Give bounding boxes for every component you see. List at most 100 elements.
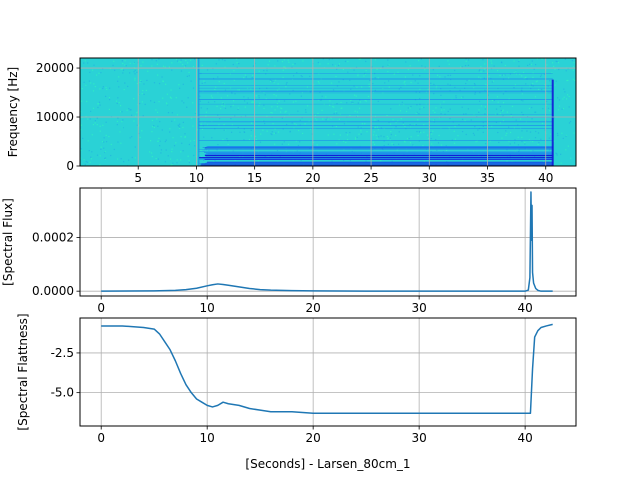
spectrogram-cell bbox=[88, 149, 90, 152]
spectrogram-cell bbox=[86, 161, 89, 163]
spectrogram-cell bbox=[133, 98, 135, 100]
spectrogram-cell bbox=[134, 69, 136, 71]
spectrogram-cell bbox=[417, 82, 419, 84]
spectrogram-cell bbox=[490, 68, 493, 70]
spectrogram-cell bbox=[438, 134, 440, 137]
spectrogram-cell bbox=[338, 139, 340, 141]
spectrogram-cell bbox=[484, 113, 486, 115]
spectrogram-cell bbox=[504, 74, 506, 76]
spectrogram-cell bbox=[405, 61, 407, 63]
spectrogram-cell bbox=[289, 93, 291, 95]
spectrogram-cell bbox=[357, 73, 359, 75]
spectrogram-cell bbox=[440, 88, 442, 90]
spectrogram-cell bbox=[97, 103, 99, 105]
spectrogram-cell bbox=[142, 61, 144, 63]
spectrogram-cell bbox=[299, 119, 301, 121]
spectrogram-cell bbox=[463, 113, 465, 115]
spectrogram-cell bbox=[219, 117, 221, 120]
spectrogram-cell bbox=[389, 137, 391, 139]
spectrogram-cell bbox=[553, 140, 555, 142]
spectrogram-cell bbox=[479, 100, 481, 102]
spectrogram-cell bbox=[566, 94, 569, 96]
spectrogram-cell bbox=[441, 109, 443, 111]
spectrogram-cell bbox=[231, 92, 233, 94]
spectrogram-cell bbox=[572, 78, 575, 80]
spectrogram-cell bbox=[407, 69, 409, 71]
spectrogram-cell bbox=[423, 160, 425, 163]
spectrogram-cell bbox=[335, 110, 337, 113]
spectrogram-cell bbox=[275, 95, 277, 97]
spectrogram-cell bbox=[431, 143, 433, 145]
spectrogram-cell bbox=[316, 144, 318, 146]
spectrogram-cell bbox=[517, 124, 519, 126]
spectrogram-cell bbox=[384, 82, 386, 84]
spectrogram-cell bbox=[468, 79, 470, 81]
spectrogram-cell bbox=[491, 81, 494, 83]
x-tick-label: 25 bbox=[363, 171, 378, 185]
spectrogram-cell bbox=[436, 149, 438, 151]
spectrogram-cell bbox=[339, 113, 341, 116]
spectrogram-cell bbox=[184, 133, 186, 135]
spectrogram-cell bbox=[528, 107, 531, 110]
spectrogram-cell bbox=[558, 99, 561, 101]
spectrogram-cell bbox=[525, 83, 527, 85]
spectrogram-cell bbox=[216, 105, 218, 107]
spectrogram-cell bbox=[87, 140, 89, 142]
spectrogram-cell bbox=[438, 65, 440, 67]
spectrogram-cell bbox=[169, 96, 172, 98]
spectrogram-cell bbox=[229, 87, 232, 89]
spectrogram-cell bbox=[532, 76, 534, 78]
spectrogram-cell bbox=[367, 95, 370, 98]
spectrogram-cell bbox=[555, 60, 557, 62]
spectrogram-cell bbox=[246, 87, 249, 90]
spectrogram-cell bbox=[234, 159, 236, 161]
spectrogram-cell bbox=[432, 130, 434, 132]
spectrogram-cell bbox=[215, 63, 217, 65]
spectrogram-cell bbox=[360, 133, 362, 135]
spectrogram-cell bbox=[165, 83, 167, 85]
spectrogram-cell bbox=[85, 115, 87, 118]
spectrogram-cell bbox=[193, 139, 195, 141]
spectrogram-cell bbox=[156, 63, 158, 65]
spectrogram-cell bbox=[201, 82, 203, 85]
spectrogram-cell bbox=[277, 83, 279, 85]
spectrogram-cell bbox=[521, 130, 523, 132]
spectrogram-cell bbox=[104, 151, 106, 153]
spectrogram-cell bbox=[224, 129, 226, 131]
spectrogram-cell bbox=[398, 88, 400, 90]
spectrogram-cell bbox=[189, 59, 192, 61]
spectrogram-cell bbox=[534, 156, 536, 158]
spectrogram-cell bbox=[491, 99, 494, 102]
spectrogram-cell bbox=[489, 140, 491, 142]
spectrogram-cell bbox=[108, 108, 111, 111]
spectrogram-cell bbox=[444, 76, 446, 78]
spectrogram-cell bbox=[386, 114, 388, 117]
x-tick-label: 40 bbox=[517, 431, 532, 445]
spectrogram-cell bbox=[390, 133, 392, 136]
spectrogram-cell bbox=[200, 156, 203, 158]
spectrogram-cell bbox=[346, 134, 349, 136]
spectrogram-cell bbox=[414, 80, 416, 82]
spectrogram-cell bbox=[410, 136, 412, 138]
spectrogram-cell bbox=[175, 97, 177, 99]
spectrogram-cell bbox=[251, 101, 253, 103]
y-tick-label: 20000 bbox=[36, 61, 74, 75]
spectrogram-cell bbox=[272, 123, 274, 125]
spectrogram-cell bbox=[415, 91, 417, 93]
spectrogram-cell bbox=[218, 59, 220, 61]
spectrogram-cell bbox=[250, 135, 252, 137]
spectrogram-cell bbox=[332, 105, 334, 108]
spectrogram-cell bbox=[222, 102, 224, 104]
spectrogram-cell bbox=[391, 143, 393, 145]
spectrogram-cell bbox=[151, 155, 153, 158]
spectrogram-cell bbox=[336, 112, 338, 114]
spectrogram-cell bbox=[506, 132, 508, 135]
spectrogram-cell bbox=[294, 63, 296, 65]
spectrogram-cell bbox=[341, 107, 343, 109]
spectrogram-cell bbox=[317, 80, 319, 83]
spectrogram-cell bbox=[562, 107, 565, 110]
spectrogram-cell bbox=[501, 74, 504, 76]
spectrogram-cell bbox=[289, 131, 291, 133]
spectrogram-cell bbox=[122, 72, 124, 74]
spectrogram-cell bbox=[211, 137, 213, 139]
